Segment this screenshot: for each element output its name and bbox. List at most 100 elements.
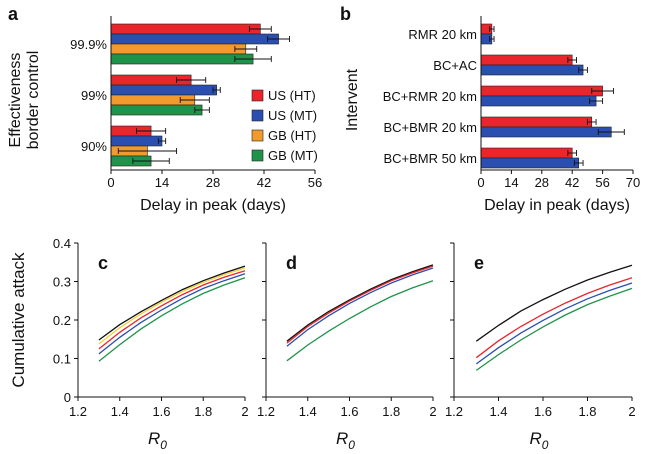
x-tick-label-e: 1.4 — [489, 404, 507, 419]
x-axis-title-subscript: 0 — [348, 438, 355, 452]
category-label-a: 99.9% — [70, 37, 107, 52]
x-axis-title-b: Delay in peak (days) — [484, 197, 630, 214]
x-tick-label-d: 1.8 — [382, 404, 400, 419]
y-axis-title-a: border control — [25, 51, 42, 150]
category-label-b: BC+BMR 50 km — [383, 151, 477, 166]
y-axis-title-c: Cumulative attack — [9, 252, 28, 388]
x-axis-title-subscript: 0 — [160, 438, 167, 452]
series-line-e-green — [475, 287, 633, 371]
x-tick-label-a: 42 — [257, 175, 271, 190]
legend-swatch-0 — [251, 89, 264, 102]
category-label-b: BC+RMR 20 km — [383, 89, 477, 104]
panel-e: 1.2 1.4 1.6 1.8 2 R0 e — [445, 242, 636, 452]
bar-b-1-1 — [480, 64, 584, 76]
panel-label-b: b — [340, 4, 351, 24]
x-tick-label-e: 2 — [628, 404, 635, 419]
panel-b: b RMR 20 km BC+AC BC+RMR 20 km BC+BMR 20 km B… — [340, 4, 640, 214]
x-tick-label-b: 14 — [504, 175, 518, 190]
y-tick-label-c: 0.4 — [53, 236, 71, 251]
category-label-a: 90% — [81, 139, 107, 154]
series-line-e-blue — [475, 282, 633, 365]
x-axis-title-d: R0 — [336, 429, 355, 452]
series-line-c-green — [98, 277, 246, 362]
x-tick-label-d: 1.4 — [299, 404, 317, 419]
series-line-d-black — [286, 264, 434, 342]
x-tick-label-b: 70 — [626, 175, 640, 190]
x-tick-label-c: 1.6 — [152, 404, 170, 419]
category-label-b: BC+BMR 20 km — [383, 120, 477, 135]
category-label-b: RMR 20 km — [408, 27, 477, 42]
panel-a: a 99.9% 99% 90% 0 14 28 42 56 Delay in peak (days… — [7, 4, 322, 214]
series-line-e-red — [475, 277, 633, 359]
series-line-c-blue — [98, 273, 246, 355]
x-axis-title-c: R0 — [148, 429, 167, 452]
x-axis-title-e: R0 — [530, 429, 549, 452]
bar-a-2-1 — [110, 135, 163, 147]
y-tick-label-c: 0 — [64, 390, 71, 405]
y-tick-label-c: 0.3 — [53, 275, 71, 290]
series-line-d-red — [286, 265, 434, 344]
series-line-d-green — [286, 280, 434, 362]
legend-swatch-2 — [251, 129, 264, 142]
bar-b-4-1 — [480, 157, 580, 169]
x-tick-label-a: 14 — [155, 175, 169, 190]
y-tick-label-c: 0.1 — [53, 352, 71, 367]
legend-label-1: US (MT) — [268, 108, 317, 123]
legend-label-3: GB (MT) — [268, 148, 318, 163]
x-tick-label-e: 1.2 — [445, 404, 463, 419]
bar-a-0-0 — [110, 23, 261, 35]
legend-label-2: GB (HT) — [268, 128, 316, 143]
bar-a-0-3 — [110, 53, 254, 65]
x-tick-label-b: 56 — [595, 175, 609, 190]
panel-d: 1.2 1.4 1.6 1.8 2 R0 d — [257, 242, 437, 452]
x-tick-label-a: 56 — [308, 175, 322, 190]
x-tick-label-e: 1.6 — [534, 404, 552, 419]
series-line-c-yellow — [98, 267, 246, 345]
x-axis-title-subscript: 0 — [542, 438, 549, 452]
bar-b-4-0 — [480, 147, 573, 159]
figure-root: a 99.9% 99% 90% 0 14 28 42 56 Delay in peak (days… — [7, 4, 640, 452]
category-label-b: BC+AC — [433, 58, 477, 73]
bar-a-0-2 — [110, 43, 247, 55]
x-tick-label-b: 0 — [477, 175, 484, 190]
x-tick-label-b: 28 — [535, 175, 549, 190]
bar-b-1-0 — [480, 54, 573, 66]
x-axis-title-main: R — [148, 429, 160, 448]
x-tick-label-c: 1.4 — [111, 404, 129, 419]
bar-b-3-1 — [480, 126, 612, 138]
x-tick-label-c: 2 — [241, 404, 248, 419]
x-axis-title-main: R — [530, 429, 542, 448]
x-tick-label-a: 28 — [206, 175, 220, 190]
x-tick-label-a: 0 — [107, 175, 114, 190]
legend-swatch-3 — [251, 149, 264, 162]
category-label-a: 99% — [81, 88, 107, 103]
bar-b-3-0 — [480, 116, 593, 128]
x-tick-label-e: 1.8 — [578, 404, 596, 419]
bar-a-1-3 — [110, 104, 203, 116]
legend-swatch-1 — [251, 109, 264, 122]
bar-a-0-1 — [110, 33, 279, 45]
panel-label-d: d — [286, 253, 297, 273]
x-tick-label-c: 1.2 — [69, 404, 87, 419]
x-tick-label-d: 1.6 — [340, 404, 358, 419]
y-axis-title-b: Intervent — [344, 68, 361, 131]
series-line-c-red — [98, 270, 246, 350]
x-axis-title-main: R — [336, 429, 348, 448]
x-tick-label-d: 2 — [429, 404, 436, 419]
x-tick-label-d: 1.2 — [257, 404, 275, 419]
panel-label-a: a — [8, 4, 19, 24]
bar-b-2-0 — [480, 85, 603, 97]
legend-label-0: US (HT) — [268, 88, 316, 103]
y-axis-title-a: Effectiveness — [7, 53, 24, 148]
bar-a-1-1 — [110, 84, 217, 96]
panel-label-e: e — [474, 253, 484, 273]
x-tick-label-c: 1.8 — [194, 404, 212, 419]
bar-b-2-1 — [480, 95, 597, 107]
y-tick-label-c: 0.2 — [53, 313, 71, 328]
panel-label-c: c — [98, 253, 108, 273]
x-tick-label-b: 42 — [565, 175, 579, 190]
series-line-d-blue — [286, 267, 434, 347]
series-line-e-black — [475, 264, 633, 342]
